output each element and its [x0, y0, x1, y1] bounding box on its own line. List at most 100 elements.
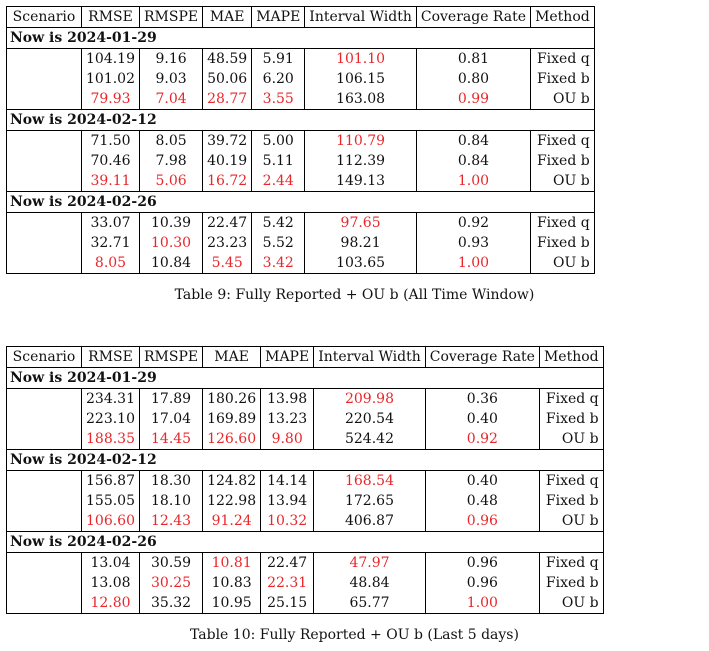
value-cell: 10.95: [202, 593, 261, 614]
header-row: Scenario RMSE RMSPE MAE MAPE Interval Width Co…: [6, 6, 595, 28]
value-cell: 101.02: [81, 69, 140, 89]
value-cell: 9.80: [260, 429, 314, 450]
value-cell: 234.31: [81, 388, 140, 409]
value-cell: 2.44: [251, 171, 305, 192]
value-cell: 10.83: [202, 573, 261, 593]
scenario-cell: [6, 151, 82, 171]
value-cell: 10.84: [138, 253, 203, 274]
value-cell: 172.65: [313, 491, 426, 511]
value-cell: 156.87: [81, 470, 140, 491]
method-cell: Fixed q: [538, 470, 604, 491]
value-cell: 0.84: [415, 130, 531, 151]
method-cell: Fixed q: [530, 212, 595, 233]
value-cell: 0.84: [415, 151, 531, 171]
value-cell: 5.11: [251, 151, 305, 171]
scenario-cell: [6, 429, 82, 450]
value-cell: 0.36: [424, 388, 540, 409]
value-cell: 30.59: [138, 552, 203, 573]
scenario-cell: [6, 511, 82, 532]
value-cell: 3.55: [251, 89, 305, 110]
value-cell: 103.65: [304, 253, 417, 274]
value-cell: 7.04: [138, 89, 203, 110]
value-cell: 110.79: [304, 130, 417, 151]
value-cell: 149.13: [304, 171, 417, 192]
scenario-cell: [6, 573, 82, 593]
value-cell: 18.10: [138, 491, 203, 511]
scenario-cell: [6, 212, 82, 233]
scenario-cell: [6, 388, 82, 409]
scenario-cell: [6, 69, 82, 89]
method-cell: Fixed b: [538, 409, 604, 429]
table-row: 39.11 5.06 16.72 2.44 149.13 1.00 OU b: [6, 171, 595, 192]
group-title: Now is 2024-01-29: [6, 367, 604, 389]
scenario-cell: [6, 470, 82, 491]
value-cell: 33.07: [81, 212, 140, 233]
scenario-cell: [6, 253, 82, 274]
table-row: 13.04 30.59 10.81 22.47 47.97 0.96 Fixed q: [6, 552, 604, 573]
value-cell: 22.47: [202, 212, 252, 233]
results-table-10: Scenario RMSE RMSPE MAE MAPE Interval Width Co…: [6, 346, 604, 614]
value-cell: 0.81: [415, 48, 531, 69]
value-cell: 16.72: [202, 171, 252, 192]
column-header: Interval Width: [304, 6, 417, 28]
value-cell: 17.89: [138, 388, 203, 409]
value-cell: 35.32: [138, 593, 203, 614]
value-cell: 65.77: [313, 593, 426, 614]
value-cell: 0.92: [415, 212, 531, 233]
value-cell: 22.31: [260, 573, 314, 593]
value-cell: 5.52: [251, 233, 305, 253]
column-header: Scenario: [6, 346, 82, 368]
column-header: Method: [538, 346, 604, 368]
table-row: 33.07 10.39 22.47 5.42 97.65 0.92 Fixed q: [6, 212, 595, 233]
value-cell: 0.48: [424, 491, 540, 511]
value-cell: 13.23: [260, 409, 314, 429]
value-cell: 9.03: [138, 69, 203, 89]
value-cell: 0.96: [424, 573, 540, 593]
scenario-cell: [6, 171, 82, 192]
value-cell: 8.05: [81, 253, 140, 274]
value-cell: 1.00: [415, 171, 531, 192]
table-row: 104.19 9.16 48.59 5.91 101.10 0.81 Fixed q: [6, 48, 595, 69]
group-row: Now is 2024-02-26: [6, 191, 595, 213]
method-cell: Fixed q: [538, 552, 604, 573]
value-cell: 168.54: [313, 470, 426, 491]
value-cell: 3.42: [251, 253, 305, 274]
column-header: MAE: [202, 6, 252, 28]
value-cell: 5.45: [202, 253, 252, 274]
method-cell: OU b: [538, 429, 604, 450]
value-cell: 70.46: [81, 151, 140, 171]
column-header: RMSE: [81, 6, 140, 28]
group-row: Now is 2024-02-26: [6, 531, 604, 553]
column-header: RMSE: [81, 346, 140, 368]
group-row: Now is 2024-01-29: [6, 27, 595, 49]
value-cell: 13.94: [260, 491, 314, 511]
value-cell: 0.80: [415, 69, 531, 89]
column-header: MAPE: [251, 6, 305, 28]
table-caption: Table 9: Fully Reported + OU b (All Time…: [174, 287, 535, 303]
value-cell: 5.06: [138, 171, 203, 192]
column-header: RMSPE: [138, 6, 203, 28]
header-row: Scenario RMSE RMSPE MAE MAPE Interval Width Co…: [6, 346, 604, 368]
table-row: 101.02 9.03 50.06 6.20 106.15 0.80 Fixed b: [6, 69, 595, 89]
value-cell: 8.05: [138, 130, 203, 151]
value-cell: 1.00: [415, 253, 531, 274]
value-cell: 0.96: [424, 552, 540, 573]
method-cell: Fixed b: [530, 233, 595, 253]
value-cell: 91.24: [202, 511, 261, 532]
value-cell: 122.98: [202, 491, 261, 511]
value-cell: 10.39: [138, 212, 203, 233]
group-title: Now is 2024-02-26: [6, 191, 595, 213]
scenario-cell: [6, 593, 82, 614]
value-cell: 71.50: [81, 130, 140, 151]
method-cell: OU b: [538, 511, 604, 532]
table-row: 234.31 17.89 180.26 13.98 209.98 0.36 Fixed q: [6, 388, 604, 409]
value-cell: 155.05: [81, 491, 140, 511]
table-row: 155.05 18.10 122.98 13.94 172.65 0.48 Fixed b: [6, 491, 604, 511]
value-cell: 97.65: [304, 212, 417, 233]
group-row: Now is 2024-02-12: [6, 449, 604, 471]
value-cell: 0.96: [424, 511, 540, 532]
method-cell: OU b: [538, 593, 604, 614]
scenario-cell: [6, 89, 82, 110]
method-cell: Fixed b: [530, 151, 595, 171]
column-header: Interval Width: [313, 346, 426, 368]
